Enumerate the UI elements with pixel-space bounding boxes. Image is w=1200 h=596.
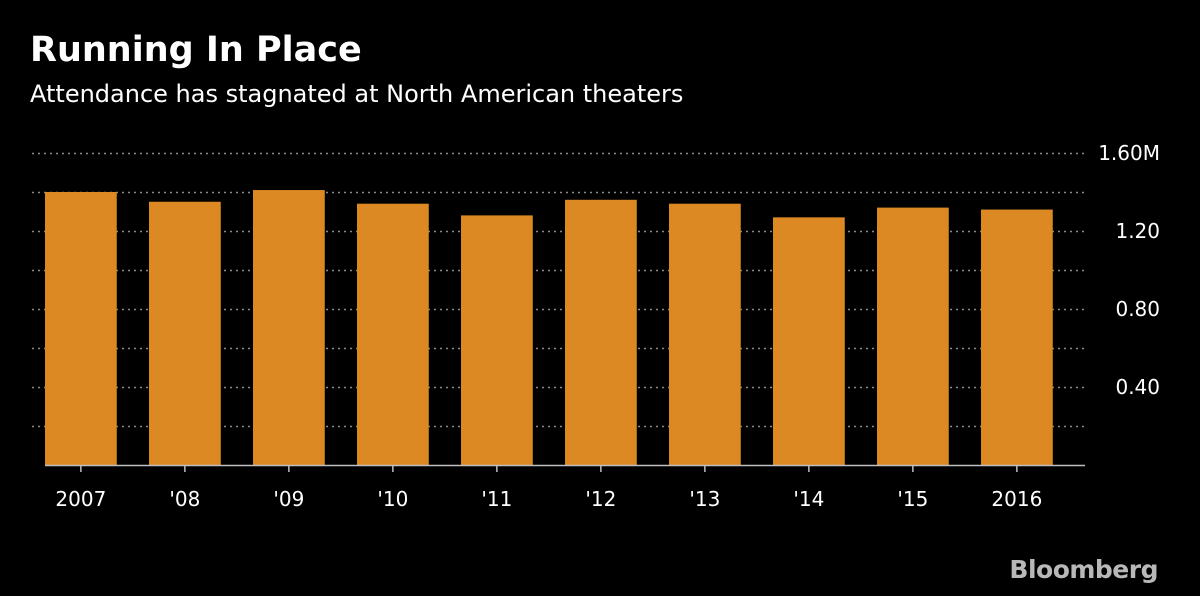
bar (877, 207, 949, 465)
bar (565, 199, 637, 466)
y-tick-label: 0.40 (1115, 375, 1160, 399)
bars (45, 190, 1053, 466)
y-tick-label: 0.80 (1115, 297, 1160, 321)
y-tick-label: 1.20 (1115, 219, 1160, 243)
y-axis-labels: 0.40 0.80 1.20 1.60M (1098, 141, 1160, 399)
bar (669, 203, 741, 465)
x-axis (45, 464, 1085, 472)
bar (773, 217, 845, 465)
x-tick-label: '08 (169, 487, 200, 511)
x-tick-label: '11 (481, 487, 512, 511)
chart-subtitle: Attendance has stagnated at North Americ… (30, 80, 684, 108)
x-tick-label: 2016 (991, 487, 1042, 511)
y-tick-label: 1.60M (1098, 141, 1160, 165)
bar (253, 190, 325, 466)
x-tick-label: 2007 (55, 487, 106, 511)
bar (357, 203, 429, 465)
bar (45, 192, 117, 465)
x-tick-label: '09 (273, 487, 304, 511)
x-tick-label: '10 (377, 487, 408, 511)
x-axis-labels: 2007 '08 '09 '10 '11 '12 '13 '14 '15 2016 (55, 487, 1042, 511)
x-tick-label: '12 (585, 487, 616, 511)
x-tick-label: '14 (793, 487, 824, 511)
x-tick-label: '15 (897, 487, 928, 511)
bar (981, 209, 1053, 465)
bloomberg-logo: Bloomberg (1009, 555, 1158, 584)
bar (461, 215, 533, 465)
x-tick-label: '13 (689, 487, 720, 511)
bar (149, 201, 221, 465)
chart-title: Running In Place (30, 30, 362, 70)
